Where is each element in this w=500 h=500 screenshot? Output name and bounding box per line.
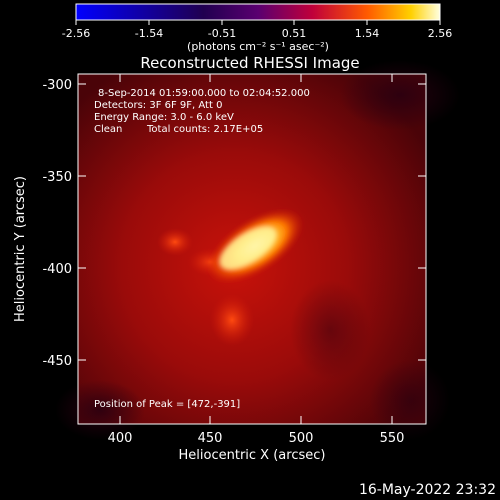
plot-title: Reconstructed RHESSI Image (140, 54, 359, 72)
footer-date: 16-May-2022 23:32 (359, 482, 496, 498)
solar-image (55, 60, 460, 440)
colorbar-units: (photons cm⁻² s⁻¹ asec⁻²) (187, 40, 329, 53)
x-axis-ticks (119, 74, 393, 424)
colorbar-tick-label: 0.51 (282, 27, 307, 40)
y-tick-label: -350 (42, 170, 72, 185)
peak-position: Position of Peak = [472,-391] (94, 399, 240, 410)
detectors: Detectors: 3F 6F 9F, Att 0 (94, 100, 222, 111)
y-axis-label: Heliocentric Y (arcsec) (13, 176, 28, 322)
time-range: 8-Sep-2014 01:59:00.000 to 02:04:52.000 (98, 88, 310, 99)
clean-label: Clean (94, 124, 122, 135)
y-tick-label: -400 (42, 262, 72, 277)
colorbar-tick-label: -0.51 (208, 27, 236, 40)
y-tick-label: -300 (42, 78, 72, 93)
total-counts: Total counts: 2.17E+05 (146, 124, 263, 135)
x-tick-label: 500 (289, 431, 314, 446)
colorbar-tick-label: -2.56 (62, 27, 90, 40)
y-axis-ticks (78, 83, 426, 361)
x-tick-label: 550 (380, 431, 405, 446)
colorbar (75, 3, 441, 21)
x-tick-label: 450 (198, 431, 223, 446)
energy-range: Energy Range: 3.0 - 6.0 keV (94, 112, 234, 123)
colorbar-ticks (75, 20, 441, 25)
colorbar-tick-label: 1.54 (355, 27, 380, 40)
x-axis-label: Heliocentric X (arcsec) (179, 448, 326, 463)
x-tick-label: 400 (108, 431, 133, 446)
y-tick-label: -450 (42, 354, 72, 369)
colorbar-tick-label: 2.56 (428, 27, 453, 40)
colorbar-tick-label: -1.54 (135, 27, 163, 40)
